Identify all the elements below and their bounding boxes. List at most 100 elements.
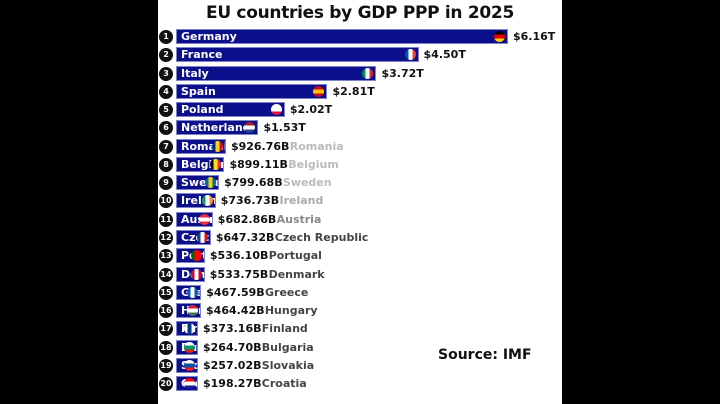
- value-label: $4.50T: [423, 48, 466, 62]
- bar: Netherland: [176, 120, 259, 136]
- bar: France: [176, 47, 419, 63]
- country-label: Austria: [276, 212, 322, 226]
- rank-badge: 6: [159, 121, 173, 136]
- country-label: Portugal: [268, 249, 322, 263]
- country-label: Bulgaria: [261, 340, 314, 354]
- rank-badge: 20: [159, 377, 173, 392]
- bar-label: Germany: [181, 30, 237, 43]
- value-label: $373.16B: [203, 322, 262, 336]
- bar: Belgium: [176, 156, 225, 172]
- value-label: $647.32B: [215, 230, 275, 244]
- rank-badge: 4: [159, 84, 173, 99]
- bar: Sweden: [176, 175, 220, 191]
- bar: Greece: [176, 284, 202, 300]
- value-label: $3.72T: [381, 66, 424, 80]
- rank-badge: 19: [159, 358, 173, 373]
- bar: Hungary: [176, 303, 202, 319]
- flag-icon: [244, 122, 256, 134]
- chart-panel: EU countries by GDP PPP in 2025 1 German…: [158, 0, 562, 404]
- bar: Germany: [176, 29, 508, 44]
- value-label: $264.70B: [203, 340, 262, 354]
- flag-icon: [201, 195, 213, 207]
- flag-icon: [494, 31, 505, 42]
- country-label: Romania: [289, 139, 344, 153]
- flag-icon: [184, 359, 195, 371]
- flag-icon: [210, 158, 222, 170]
- value-label: $257.02B: [203, 358, 262, 372]
- country-label: Finland: [261, 322, 308, 336]
- value-label: $1.53T: [263, 121, 306, 135]
- value-label: $899.11B: [229, 157, 288, 171]
- chart-title: EU countries by GDP PPP in 2025: [206, 3, 514, 23]
- rank-badge: 3: [159, 66, 173, 81]
- flag-icon: [187, 286, 199, 298]
- flag-icon: [313, 85, 325, 97]
- rank-badge: 17: [159, 322, 173, 337]
- bar: Czech Republic: [176, 229, 211, 245]
- country-label: Hungary: [264, 304, 318, 318]
- value-label: $464.42B: [206, 304, 265, 318]
- flag-icon: [205, 177, 217, 189]
- value-label: $536.10B: [209, 249, 269, 263]
- rank-badge: 8: [159, 157, 173, 172]
- value-label: $926.76B: [230, 139, 290, 153]
- flag-icon: [190, 268, 202, 280]
- rank-badge: 2: [159, 48, 173, 63]
- rank-badge: 1: [159, 30, 173, 44]
- country-label: Croatia: [261, 377, 307, 391]
- bar: Italy: [176, 65, 377, 81]
- bar: Portugal: [176, 248, 205, 264]
- value-label: $682.86B: [217, 212, 277, 226]
- source-label: Source: IMF: [438, 347, 532, 363]
- country-label: Ireland: [279, 194, 324, 208]
- rank-badge: 16: [159, 304, 173, 319]
- flag-icon: [362, 67, 374, 79]
- rank-badge: 7: [159, 139, 173, 154]
- flag-icon: [190, 250, 202, 262]
- value-label: $467.59B: [206, 285, 265, 299]
- rank-badge: 11: [159, 212, 173, 227]
- bar: Croatia: [176, 376, 198, 392]
- country-label: Czech Republic: [274, 230, 369, 244]
- flag-icon: [211, 140, 223, 152]
- flag-icon: [184, 341, 195, 353]
- rank-badge: 13: [159, 249, 173, 264]
- value-label: $2.81T: [332, 84, 375, 98]
- rank-badge: 9: [159, 176, 173, 191]
- bar-label: Italy: [181, 66, 209, 80]
- flag-icon: [184, 378, 195, 390]
- flag-icon: [198, 213, 210, 225]
- rank-badge: 10: [159, 194, 173, 209]
- bar-label: Netherland: [181, 121, 251, 135]
- bar-label: Poland: [181, 103, 224, 117]
- value-label: $799.68B: [224, 176, 283, 190]
- bar: Bulgaria: [176, 339, 198, 355]
- rank-badge: 18: [159, 340, 173, 355]
- flag-icon: [404, 49, 416, 61]
- country-label: Denmark: [268, 267, 325, 281]
- bar: Denmark: [176, 266, 205, 282]
- bar: Spain: [176, 83, 328, 99]
- country-label: Slovakia: [261, 358, 315, 372]
- value-label: $736.73B: [220, 194, 280, 208]
- flag-icon: [187, 305, 199, 317]
- rank-badge: 5: [159, 103, 173, 118]
- bar-label: Spain: [181, 84, 216, 98]
- flag-icon: [184, 323, 195, 335]
- value-label: $6.16T: [513, 30, 556, 43]
- value-label: $533.75B: [209, 267, 269, 281]
- country-label: Greece: [265, 285, 309, 299]
- bar: Slovakia: [176, 357, 198, 373]
- bar: Poland: [176, 102, 285, 118]
- country-label: Sweden: [282, 176, 332, 190]
- value-label: $198.27B: [203, 377, 262, 391]
- country-label: Belgium: [288, 157, 339, 171]
- bar-label: France: [181, 48, 223, 62]
- bar: Romania: [176, 138, 226, 154]
- rank-badge: 15: [159, 285, 173, 300]
- bar: Austria: [176, 211, 213, 227]
- flag-icon: [270, 104, 282, 116]
- rank-badge: 12: [159, 230, 173, 245]
- bar: Finland: [176, 321, 198, 337]
- bar: Ireland: [176, 193, 216, 209]
